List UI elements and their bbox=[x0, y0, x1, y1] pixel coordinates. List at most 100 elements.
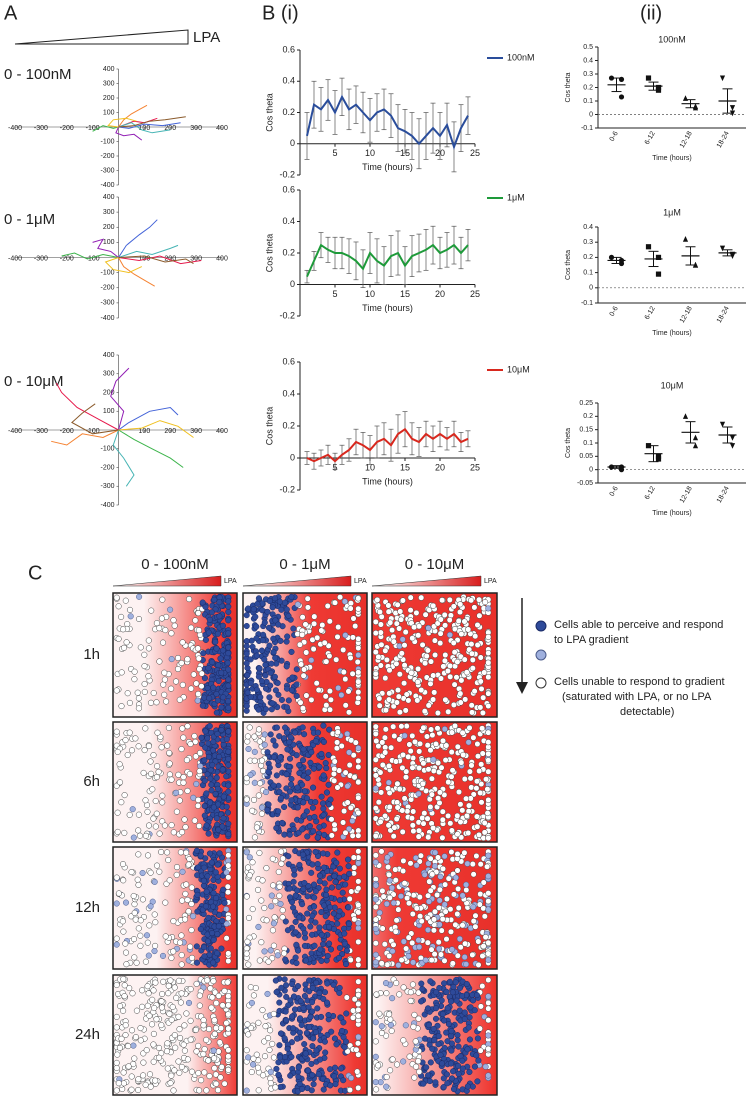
cell bbox=[429, 1046, 435, 1052]
gradient-wedge bbox=[372, 576, 481, 586]
cell bbox=[425, 816, 431, 822]
cell bbox=[437, 898, 443, 904]
cell bbox=[259, 758, 265, 764]
x-tick-label: 6-12 bbox=[644, 305, 657, 321]
y-tick-label: 0.4 bbox=[583, 57, 593, 64]
cell bbox=[151, 1005, 157, 1011]
cell bbox=[462, 776, 468, 782]
cell bbox=[416, 791, 422, 797]
cell bbox=[340, 647, 346, 653]
cell bbox=[284, 607, 290, 613]
cell bbox=[319, 794, 325, 800]
cell bbox=[356, 758, 362, 764]
cell bbox=[177, 798, 183, 804]
cell bbox=[449, 749, 455, 755]
cell bbox=[426, 767, 432, 773]
cell bbox=[196, 823, 202, 829]
cell bbox=[442, 623, 448, 629]
cell bbox=[152, 912, 158, 918]
cell bbox=[394, 661, 400, 667]
cell bbox=[179, 991, 185, 997]
cell bbox=[373, 786, 379, 792]
cell bbox=[429, 872, 435, 878]
cell bbox=[145, 809, 151, 815]
cell bbox=[163, 699, 169, 705]
cell bbox=[140, 1073, 146, 1079]
cell bbox=[409, 670, 415, 676]
cell bbox=[169, 1017, 175, 1023]
cell bbox=[312, 943, 318, 949]
cell bbox=[486, 703, 492, 709]
cell bbox=[455, 1032, 461, 1038]
cell bbox=[348, 805, 354, 811]
cell bbox=[280, 907, 286, 913]
cell bbox=[313, 738, 319, 744]
cell bbox=[391, 900, 397, 906]
cell bbox=[347, 1087, 353, 1093]
cell bbox=[440, 835, 446, 841]
cell bbox=[462, 697, 468, 703]
cell bbox=[145, 1003, 151, 1009]
cell bbox=[154, 763, 160, 769]
cell bbox=[244, 775, 250, 781]
cell bbox=[165, 1066, 171, 1072]
cell bbox=[385, 855, 391, 861]
cell bbox=[194, 960, 200, 966]
cell bbox=[449, 1028, 455, 1034]
cell bbox=[326, 924, 332, 930]
cell bbox=[247, 872, 253, 878]
cell bbox=[464, 670, 470, 676]
cell bbox=[486, 1033, 492, 1039]
cell bbox=[337, 985, 343, 991]
cell bbox=[428, 1060, 434, 1066]
x-tick-label: 0-6 bbox=[609, 130, 620, 142]
cell bbox=[449, 947, 455, 953]
cell bbox=[293, 893, 299, 899]
cell bbox=[460, 923, 466, 929]
y-tick-label: 0.2 bbox=[282, 247, 295, 257]
cell bbox=[442, 882, 448, 888]
cell bbox=[214, 646, 220, 652]
y-tick-label: 400 bbox=[103, 194, 115, 201]
cell bbox=[245, 1032, 251, 1038]
cell bbox=[442, 1045, 448, 1051]
cell bbox=[427, 879, 433, 885]
cell bbox=[211, 685, 217, 691]
cell bbox=[467, 769, 473, 775]
cell bbox=[379, 1023, 385, 1029]
cell bbox=[154, 774, 160, 780]
cell bbox=[373, 1087, 379, 1093]
cell bbox=[226, 599, 232, 605]
cell bbox=[206, 754, 212, 760]
y-tick-label: -400 bbox=[100, 315, 114, 322]
cell bbox=[309, 1072, 315, 1078]
cell bbox=[423, 957, 429, 963]
cell bbox=[224, 935, 230, 941]
cell bbox=[373, 671, 379, 677]
cell bbox=[470, 861, 476, 867]
cell bbox=[214, 816, 220, 822]
cell bbox=[114, 875, 120, 881]
cell bbox=[271, 921, 277, 927]
cell bbox=[373, 959, 379, 965]
cell bbox=[202, 1046, 208, 1052]
cell bbox=[349, 889, 355, 895]
cell bbox=[215, 1087, 221, 1093]
y-tick-label: 0.3 bbox=[583, 239, 593, 246]
cell bbox=[268, 1069, 274, 1075]
cell bbox=[418, 999, 424, 1005]
cell bbox=[345, 800, 351, 806]
cell bbox=[403, 1023, 409, 1029]
cell bbox=[182, 1023, 188, 1029]
chart-title: 10μM bbox=[661, 380, 684, 390]
cell bbox=[136, 744, 142, 750]
cell bbox=[397, 671, 403, 677]
cell bbox=[466, 740, 472, 746]
cell bbox=[159, 991, 165, 997]
cell bbox=[296, 762, 302, 768]
legend-cell-partial bbox=[536, 650, 546, 660]
cell bbox=[354, 1069, 360, 1075]
cell bbox=[195, 698, 201, 704]
cell bbox=[159, 745, 165, 751]
cell bbox=[204, 791, 210, 797]
